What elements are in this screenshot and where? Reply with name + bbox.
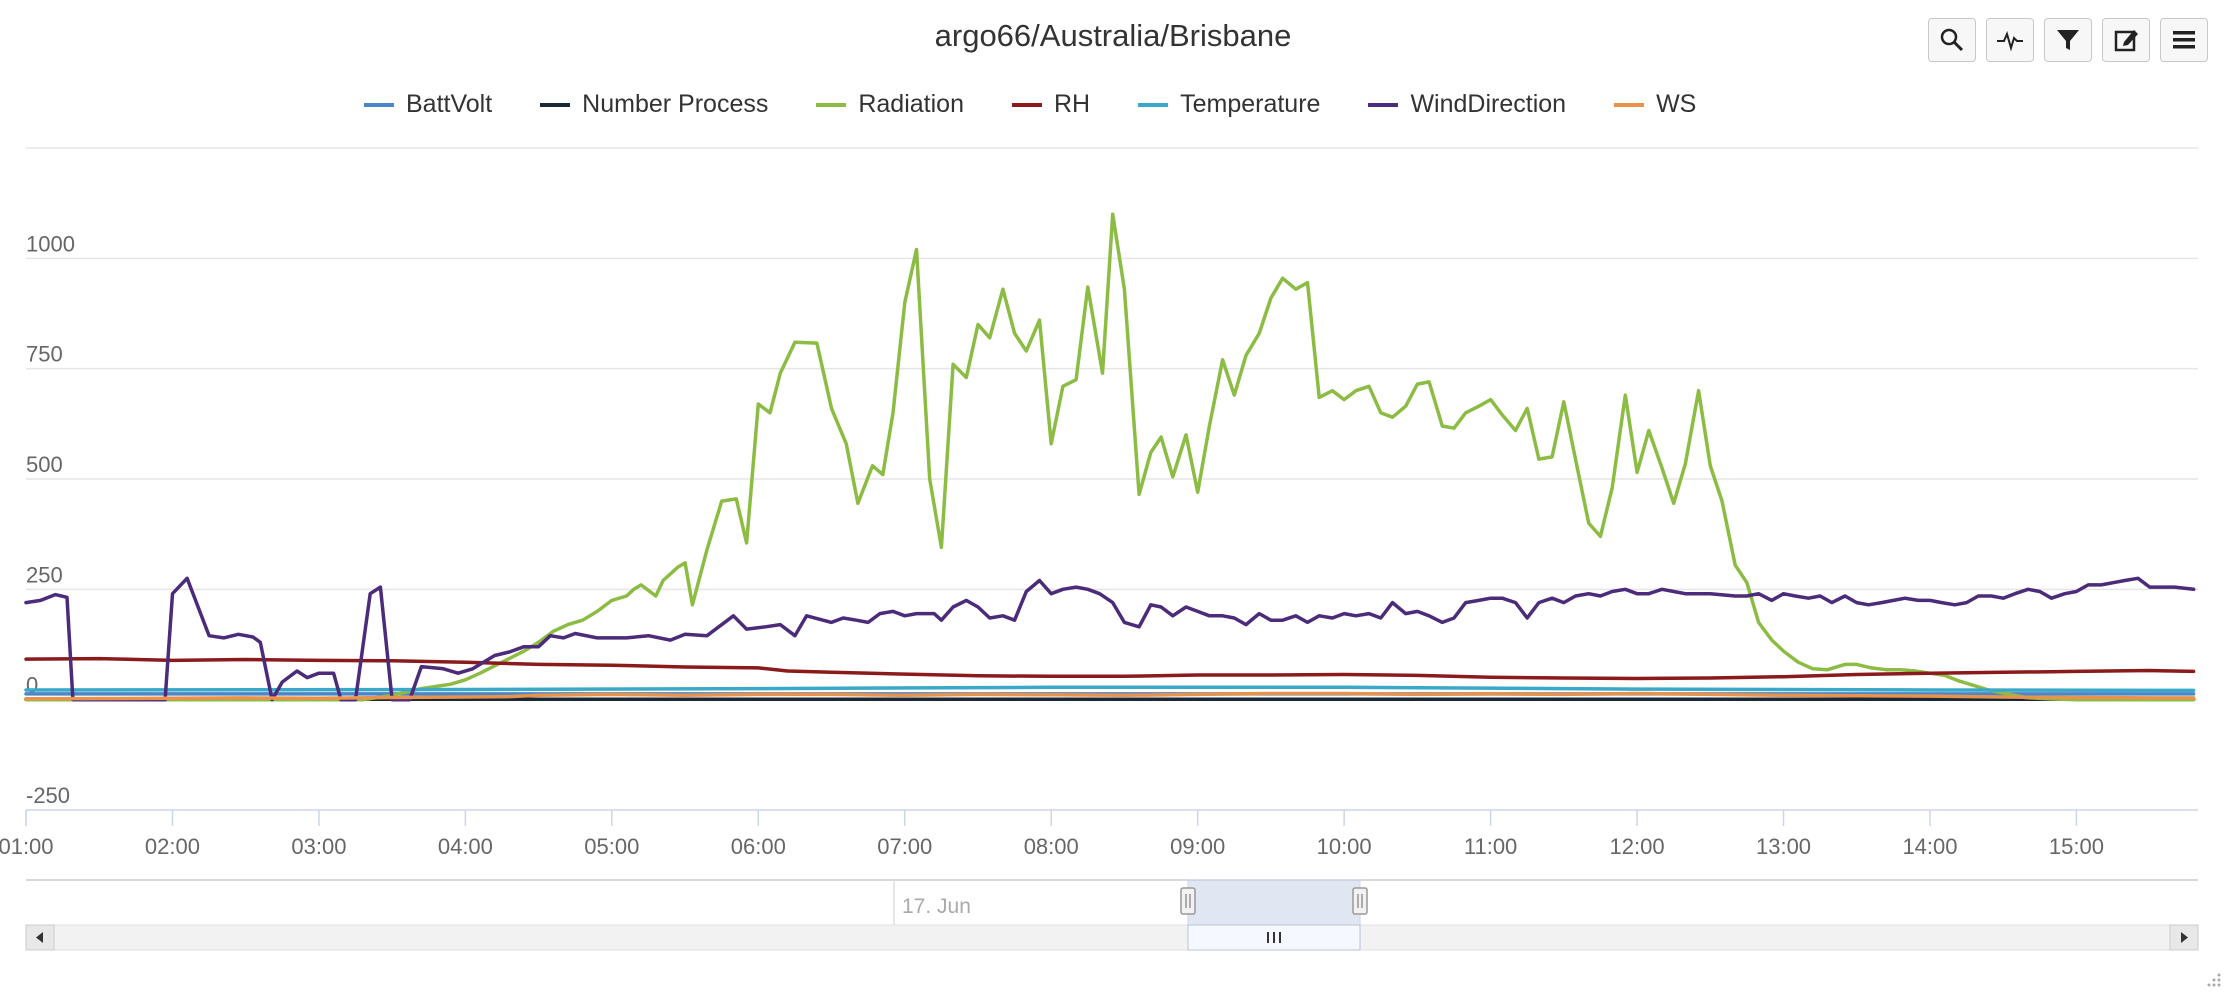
legend-swatch — [1138, 102, 1169, 107]
y-tick-label: 250 — [26, 562, 63, 587]
scroll-right-button[interactable] — [2169, 924, 2199, 951]
pulse-button[interactable] — [1986, 18, 2034, 62]
x-tick-label: 01:00 — [0, 834, 54, 859]
legend-swatch — [1011, 102, 1042, 107]
series-line-ws[interactable] — [24, 691, 2196, 701]
y-tick-label: 500 — [26, 452, 63, 477]
filter-button[interactable] — [2044, 18, 2092, 62]
legend-label: Temperature — [1180, 90, 1321, 118]
x-tick-label: 03:00 — [291, 834, 346, 859]
legend-swatch — [816, 102, 847, 107]
legend-label: BattVolt — [406, 90, 493, 118]
x-tick-label: 15:00 — [2049, 834, 2104, 859]
legend-swatch — [1368, 102, 1399, 107]
legend-swatch — [540, 102, 571, 107]
legend-label: WindDirection — [1410, 90, 1567, 118]
legend-item-radiation[interactable]: Radiation — [816, 90, 964, 119]
legend-swatch — [364, 102, 394, 107]
magnifier-icon — [1940, 28, 1964, 52]
funnel-icon — [2057, 30, 2079, 50]
x-tick-label: 12:00 — [1610, 834, 1665, 859]
series-line-rh[interactable] — [24, 656, 2196, 681]
series-line-radiation[interactable] — [24, 212, 2196, 702]
pulse-icon — [1997, 31, 2023, 52]
menu-button[interactable] — [2160, 18, 2208, 62]
resize-grip-icon[interactable] — [2204, 970, 2222, 988]
x-tick-label: 05:00 — [584, 834, 639, 859]
navigator-handle-right[interactable] — [1352, 887, 1368, 915]
legend-item-battvolt[interactable]: BattVolt — [364, 90, 492, 119]
scrollbar-track[interactable] — [25, 924, 2199, 951]
x-tick-label: 14:00 — [1902, 834, 1957, 859]
chart-legend: BattVolt Number Process Radiation RH Tempera… — [364, 90, 1744, 119]
y-tick-label: 1000 — [26, 231, 75, 256]
legend-item-temperature[interactable]: Temperature — [1138, 90, 1320, 119]
chart-toolbar — [1928, 18, 2208, 62]
legend-item-number-process[interactable]: Number Process — [540, 90, 768, 119]
navigator-mask[interactable] — [1187, 879, 1361, 926]
x-tick-label: 02:00 — [145, 834, 200, 859]
series-line-winddirection[interactable] — [24, 576, 2196, 702]
arrow-left-icon — [36, 932, 43, 943]
x-tick-label: 06:00 — [731, 834, 786, 859]
navigator-handle-left[interactable] — [1180, 887, 1196, 915]
legend-item-winddirection[interactable]: WindDirection — [1368, 90, 1566, 119]
edit-button[interactable] — [2102, 18, 2150, 62]
hamburger-icon — [2173, 31, 2195, 49]
arrow-right-icon — [2181, 932, 2188, 943]
x-tick-label: 11:00 — [1464, 834, 1517, 859]
x-tick-label: 08:00 — [1024, 834, 1079, 859]
legend-label: Radiation — [858, 90, 964, 118]
legend-swatch — [1614, 102, 1645, 107]
x-tick-label: 10:00 — [1317, 834, 1372, 859]
x-tick-label: 07:00 — [877, 834, 932, 859]
y-tick-label: -250 — [26, 783, 70, 808]
edit-icon — [2114, 30, 2138, 52]
legend-label: WS — [1656, 90, 1697, 118]
legend-item-ws[interactable]: WS — [1614, 90, 1696, 119]
legend-label: RH — [1053, 90, 1091, 118]
x-tick-label: 09:00 — [1170, 834, 1225, 859]
y-tick-label: 750 — [26, 342, 63, 367]
x-tick-label: 13:00 — [1756, 834, 1811, 859]
chart-title: argo66/Australia/Brisbane — [934, 18, 1292, 53]
x-tick-label: 04:00 — [438, 834, 493, 859]
zoom-button[interactable] — [1928, 18, 1976, 62]
legend-item-rh[interactable]: RH — [1011, 90, 1091, 119]
series-line-temperature[interactable] — [24, 685, 2196, 693]
legend-label: Number Process — [582, 90, 769, 118]
navigator-date-label: 17. Jun — [902, 895, 971, 918]
